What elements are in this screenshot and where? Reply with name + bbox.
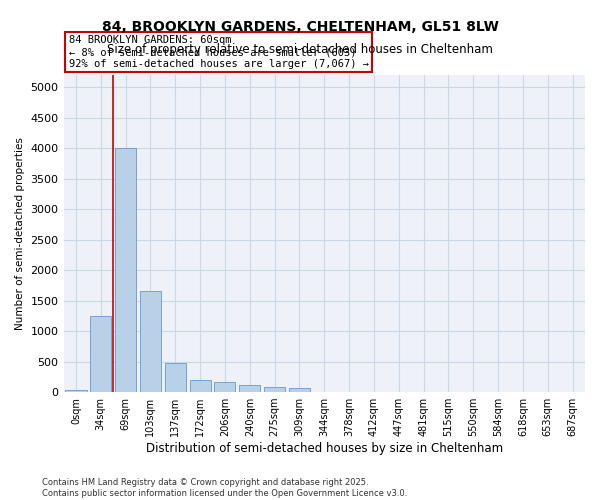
Bar xyxy=(289,388,310,392)
Bar xyxy=(165,363,186,392)
Y-axis label: Number of semi-detached properties: Number of semi-detached properties xyxy=(15,137,25,330)
Bar xyxy=(115,148,136,392)
Bar xyxy=(239,385,260,392)
Bar xyxy=(190,380,211,392)
Text: 84, BROOKLYN GARDENS, CHELTENHAM, GL51 8LW: 84, BROOKLYN GARDENS, CHELTENHAM, GL51 8… xyxy=(101,20,499,34)
X-axis label: Distribution of semi-detached houses by size in Cheltenham: Distribution of semi-detached houses by … xyxy=(146,442,503,455)
Bar xyxy=(65,390,86,392)
Bar xyxy=(214,382,235,392)
Text: Size of property relative to semi-detached houses in Cheltenham: Size of property relative to semi-detach… xyxy=(107,42,493,56)
Text: Contains HM Land Registry data © Crown copyright and database right 2025.
Contai: Contains HM Land Registry data © Crown c… xyxy=(42,478,407,498)
Text: 84 BROOKLYN GARDENS: 60sqm
← 8% of semi-detached houses are smaller (603)
92% of: 84 BROOKLYN GARDENS: 60sqm ← 8% of semi-… xyxy=(69,36,369,68)
Bar xyxy=(90,316,112,392)
Bar xyxy=(264,387,285,392)
Bar xyxy=(140,292,161,392)
